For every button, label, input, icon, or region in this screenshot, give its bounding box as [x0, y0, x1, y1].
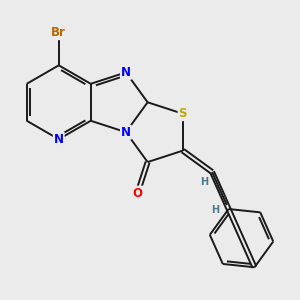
Text: H: H	[211, 205, 219, 215]
Text: O: O	[133, 187, 142, 200]
Text: Br: Br	[51, 26, 66, 39]
Text: S: S	[178, 107, 187, 120]
Text: N: N	[54, 133, 64, 146]
Text: H: H	[201, 177, 209, 187]
Text: N: N	[121, 126, 131, 139]
Text: N: N	[121, 66, 131, 79]
